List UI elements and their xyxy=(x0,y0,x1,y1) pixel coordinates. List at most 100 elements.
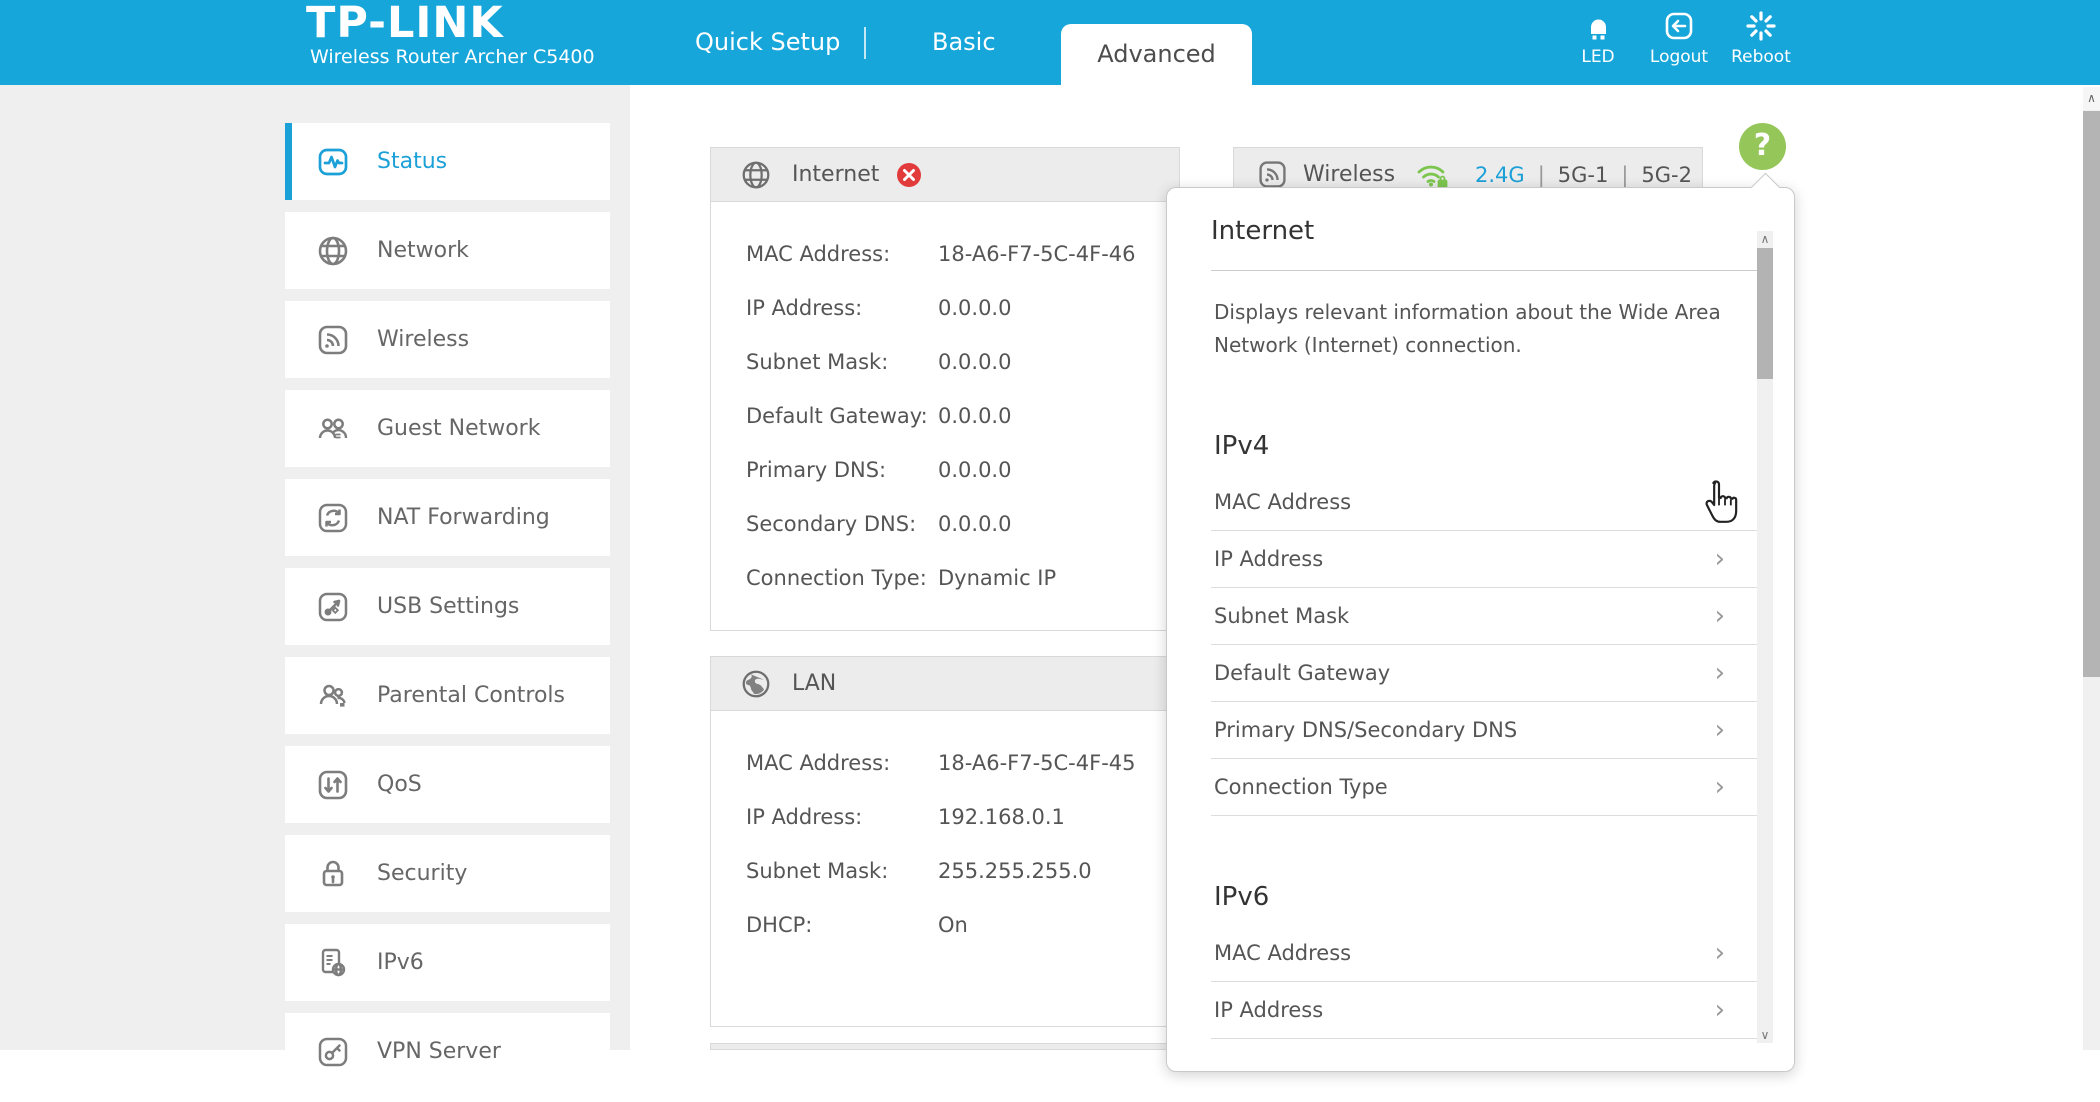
chevron-right-icon: › xyxy=(1714,995,1725,1025)
popup-divider xyxy=(1211,270,1757,271)
help-item-label: IP Address xyxy=(1214,998,1324,1022)
disconnected-status-icon xyxy=(897,162,922,187)
led-button[interactable]: LED xyxy=(1560,8,1636,67)
help-item-subnet-mask[interactable]: Subnet Mask › xyxy=(1211,588,1757,645)
help-item-label: IP Address xyxy=(1214,547,1324,571)
help-item-mac-address[interactable]: MAC Address xyxy=(1211,474,1757,531)
router-model-label: Wireless Router Archer C5400 xyxy=(310,46,595,68)
reboot-button[interactable]: Reboot xyxy=(1723,8,1799,67)
internet-panel-title: Internet xyxy=(792,162,880,187)
help-item-default-gateway[interactable]: Default Gateway › xyxy=(1211,645,1757,702)
help-item-label: MAC Address xyxy=(1214,941,1352,965)
sidebar-item-usb-settings[interactable]: USB Settings xyxy=(285,568,610,645)
internet-row: Primary DNS: 0.0.0.0 xyxy=(746,443,1179,497)
nat-forwarding-icon xyxy=(318,503,348,532)
next-panel-sliver xyxy=(710,1043,1180,1050)
row-value: 0.0.0.0 xyxy=(938,404,1012,428)
chevron-right-icon: › xyxy=(1714,601,1725,631)
band-separator: | xyxy=(1621,162,1629,187)
internet-globe-icon xyxy=(742,161,770,188)
row-label: Connection Type: xyxy=(746,566,927,590)
page-scroll-up-icon[interactable]: ∧ xyxy=(2083,87,2100,110)
sidebar-item-network[interactable]: Network xyxy=(285,212,610,289)
help-item-connection-type[interactable]: Connection Type › xyxy=(1211,759,1757,816)
row-label: DHCP: xyxy=(746,913,813,937)
help-item-ip-address[interactable]: IP Address › xyxy=(1211,531,1757,588)
row-label: Subnet Mask: xyxy=(746,350,889,374)
ipv6-icon xyxy=(321,948,346,976)
guest-network-icon xyxy=(318,418,348,438)
row-value: 0.0.0.0 xyxy=(938,512,1012,536)
row-label: IP Address: xyxy=(746,805,863,829)
logout-label: Logout xyxy=(1649,47,1709,67)
lan-panel-body: MAC Address: 18-A6-F7-5C-4F-45 IP Addres… xyxy=(711,711,1179,952)
help-item-label: Connection Type xyxy=(1214,775,1388,799)
internet-row: Default Gateway: 0.0.0.0 xyxy=(746,389,1179,443)
band-5g-2[interactable]: 5G-2 xyxy=(1641,162,1692,187)
tab-advanced[interactable]: Advanced xyxy=(1061,24,1252,85)
reboot-icon xyxy=(1723,8,1799,44)
tab-quick-setup[interactable]: Quick Setup xyxy=(695,28,841,56)
tplink-logo: TP-LINK xyxy=(306,0,504,48)
row-label: Secondary DNS: xyxy=(746,512,917,536)
sidebar-item-label: Parental Controls xyxy=(377,683,565,708)
lan-panel-title: LAN xyxy=(792,671,837,696)
internet-row: MAC Address: 18-A6-F7-5C-4F-46 xyxy=(746,227,1179,281)
popup-scrollbar[interactable]: ∧ ∨ xyxy=(1757,231,1773,1043)
page-scrollbar[interactable]: ∧ xyxy=(2083,87,2100,1050)
scroll-up-icon[interactable]: ∧ xyxy=(1760,232,1770,246)
parental-controls-icon xyxy=(319,684,346,707)
row-value: 192.168.0.1 xyxy=(938,805,1065,829)
logout-icon xyxy=(1641,8,1717,44)
row-value: On xyxy=(938,913,968,937)
internet-row: IP Address: 0.0.0.0 xyxy=(746,281,1179,335)
help-ipv4-list: MAC Address IP Address › Subnet Mask › D… xyxy=(1211,474,1757,816)
sidebar-item-vpn-server[interactable]: VPN Server xyxy=(285,1013,610,1090)
help-ipv6-list: MAC Address › IP Address › xyxy=(1211,925,1757,1039)
tab-basic[interactable]: Basic xyxy=(932,28,996,56)
lan-panel-header: LAN xyxy=(711,657,1179,711)
sidebar-item-label: USB Settings xyxy=(377,594,520,619)
help-item-ipv6-mac-address[interactable]: MAC Address › xyxy=(1211,925,1757,982)
reboot-label: Reboot xyxy=(1731,47,1791,67)
row-value: 0.0.0.0 xyxy=(938,296,1012,320)
help-button[interactable]: ? xyxy=(1739,123,1786,170)
internet-panel: Internet MAC Address: 18-A6-F7-5C-4F-46 … xyxy=(710,147,1180,631)
help-item-ipv6-ip-address[interactable]: IP Address › xyxy=(1211,982,1757,1039)
row-value: 0.0.0.0 xyxy=(938,350,1012,374)
status-icon xyxy=(318,148,348,175)
band-2-4g[interactable]: 2.4G xyxy=(1475,162,1525,187)
lan-row: MAC Address: 18-A6-F7-5C-4F-45 xyxy=(746,736,1179,790)
help-item-dns[interactable]: Primary DNS/Secondary DNS › xyxy=(1211,702,1757,759)
sidebar-item-label: QoS xyxy=(377,772,422,797)
sidebar-item-status[interactable]: Status xyxy=(285,123,610,200)
wireless-bands: 2.4G | 5G-1 | 5G-2 xyxy=(1475,163,1692,187)
sidebar-item-nat-forwarding[interactable]: NAT Forwarding xyxy=(285,479,610,556)
popup-scrollbar-thumb[interactable] xyxy=(1757,248,1773,379)
help-item-label: Subnet Mask xyxy=(1214,604,1350,628)
lan-panel: LAN MAC Address: 18-A6-F7-5C-4F-45 IP Ad… xyxy=(710,656,1180,1027)
internet-panel-header: Internet xyxy=(711,148,1179,202)
globe-icon xyxy=(318,236,348,265)
help-description: Displays relevant information about the … xyxy=(1214,300,1721,357)
logout-button[interactable]: Logout xyxy=(1641,8,1717,67)
band-5g-1[interactable]: 5G-1 xyxy=(1557,162,1609,187)
sidebar-item-qos[interactable]: QoS xyxy=(285,746,610,823)
help-popup-title: Internet xyxy=(1211,216,1315,246)
lock-icon xyxy=(322,860,344,886)
led-icon xyxy=(1560,8,1636,44)
sidebar-item-ipv6[interactable]: IPv6 xyxy=(285,924,610,1001)
sidebar-item-label: Guest Network xyxy=(377,416,541,441)
internet-panel-body: MAC Address: 18-A6-F7-5C-4F-46 IP Addres… xyxy=(711,202,1179,605)
page-scrollbar-thumb[interactable] xyxy=(2083,111,2100,677)
sidebar-item-parental-controls[interactable]: Parental Controls xyxy=(285,657,610,734)
scroll-down-icon[interactable]: ∨ xyxy=(1760,1028,1770,1042)
sidebar-item-wireless[interactable]: Wireless xyxy=(285,301,610,378)
sidebar-item-security[interactable]: Security xyxy=(285,835,610,912)
internet-row: Connection Type: Dynamic IP xyxy=(746,551,1179,605)
wifi-icon xyxy=(318,325,348,354)
lan-row: DHCP: On xyxy=(746,898,1179,952)
hand-cursor-icon xyxy=(1705,480,1738,523)
help-section-ipv6-heading: IPv6 xyxy=(1214,882,1270,912)
sidebar-item-guest-network[interactable]: Guest Network xyxy=(285,390,610,467)
